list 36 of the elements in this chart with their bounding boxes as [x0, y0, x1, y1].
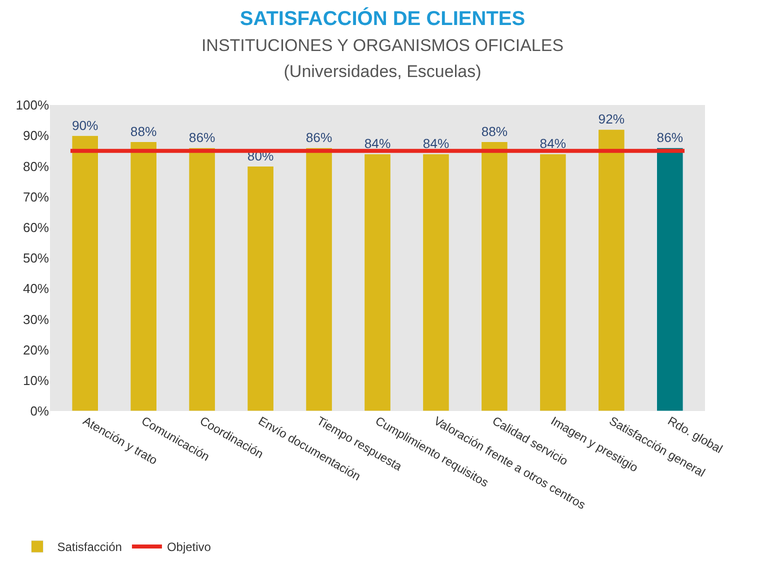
y-tick-label: 70% — [22, 189, 50, 204]
bar — [540, 154, 566, 411]
bar — [364, 154, 391, 411]
bar — [188, 148, 216, 411]
bar — [247, 166, 274, 411]
data-label: 90% — [72, 118, 99, 133]
data-label: 84% — [364, 136, 391, 152]
bar — [656, 148, 684, 411]
legend-label: Objetivo — [166, 540, 212, 554]
bar — [72, 135, 98, 411]
y-tick-label: 10% — [22, 372, 50, 388]
y-tick-label: 40% — [22, 281, 50, 296]
data-label: 92% — [598, 112, 625, 127]
data-label: 88% — [481, 124, 508, 139]
data-label: 88% — [130, 124, 158, 139]
y-tick-label: 50% — [22, 250, 50, 266]
bar — [306, 148, 332, 411]
y-tick-label: 0% — [30, 404, 50, 419]
data-label: 86% — [656, 130, 684, 146]
y-tick-label: 90% — [22, 128, 50, 144]
bar — [422, 154, 450, 411]
y-tick-label: 30% — [22, 312, 50, 327]
y-tick-label: 20% — [22, 342, 50, 358]
bar — [481, 141, 508, 411]
chart-subtitle: INSTITUCIONES Y ORGANISMOS OFICIALES (Universidades, Escuelas) — [201, 36, 564, 82]
data-label: 86% — [188, 130, 216, 146]
data-label: 84% — [540, 136, 566, 152]
data-label: 84% — [422, 136, 450, 152]
legend-label: Satisfacción — [57, 540, 122, 554]
y-tick-label: 60% — [22, 220, 50, 235]
chart-title: SATISFACCIÓN DE CLIENTES — [240, 7, 526, 30]
data-label: 86% — [306, 130, 332, 146]
bar — [130, 141, 157, 411]
bar — [598, 129, 625, 411]
y-tick-label: 80% — [22, 158, 50, 174]
y-tick-label: 100% — [16, 98, 50, 113]
